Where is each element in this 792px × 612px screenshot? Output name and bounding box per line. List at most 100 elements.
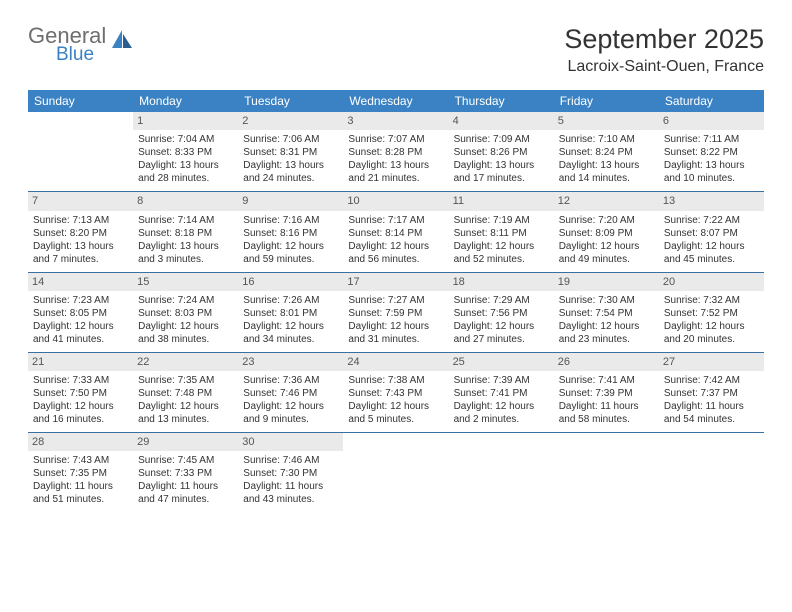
sunset-text: Sunset: 8:09 PM — [559, 227, 654, 240]
sunset-text: Sunset: 7:33 PM — [138, 467, 233, 480]
daylight-text: Daylight: 12 hours and 31 minutes. — [348, 320, 443, 346]
weekday-header: Wednesday — [343, 90, 448, 112]
sunset-text: Sunset: 7:43 PM — [348, 387, 443, 400]
day-cell: 23Sunrise: 7:36 AMSunset: 7:46 PMDayligh… — [238, 353, 343, 432]
day-number: 29 — [133, 433, 238, 451]
day-number: 26 — [554, 353, 659, 371]
day-number: 6 — [659, 112, 764, 130]
day-cell: 21Sunrise: 7:33 AMSunset: 7:50 PMDayligh… — [28, 353, 133, 432]
sunset-text: Sunset: 8:28 PM — [348, 146, 443, 159]
daylight-text: Daylight: 12 hours and 23 minutes. — [559, 320, 654, 346]
sunset-text: Sunset: 8:03 PM — [138, 307, 233, 320]
sunrise-text: Sunrise: 7:22 AM — [664, 214, 759, 227]
day-cell: 14Sunrise: 7:23 AMSunset: 8:05 PMDayligh… — [28, 273, 133, 352]
sunrise-text: Sunrise: 7:45 AM — [138, 454, 233, 467]
sunset-text: Sunset: 7:54 PM — [559, 307, 654, 320]
sunrise-text: Sunrise: 7:10 AM — [559, 133, 654, 146]
daylight-text: Daylight: 13 hours and 24 minutes. — [243, 159, 338, 185]
daylight-text: Daylight: 13 hours and 10 minutes. — [664, 159, 759, 185]
sunset-text: Sunset: 8:33 PM — [138, 146, 233, 159]
day-number: 5 — [554, 112, 659, 130]
day-number: 13 — [659, 192, 764, 210]
day-cell: 2Sunrise: 7:06 AMSunset: 8:31 PMDaylight… — [238, 112, 343, 191]
daylight-text: Daylight: 12 hours and 13 minutes. — [138, 400, 233, 426]
day-cell: 10Sunrise: 7:17 AMSunset: 8:14 PMDayligh… — [343, 192, 448, 271]
sunrise-text: Sunrise: 7:33 AM — [33, 374, 128, 387]
day-cell: 8Sunrise: 7:14 AMSunset: 8:18 PMDaylight… — [133, 192, 238, 271]
daylight-text: Daylight: 12 hours and 59 minutes. — [243, 240, 338, 266]
day-number: 24 — [343, 353, 448, 371]
day-cell: 5 Sunrise: 7:10 AMSunset: 8:24 PMDaylight… — [554, 112, 659, 191]
sunset-text: Sunset: 7:37 PM — [664, 387, 759, 400]
day-cell: 19Sunrise: 7:30 AMSunset: 7:54 PMDayligh… — [554, 273, 659, 352]
sunrise-text: Sunrise: 7:46 AM — [243, 454, 338, 467]
sunset-text: Sunset: 7:35 PM — [33, 467, 128, 480]
sunrise-text: Sunrise: 7:23 AM — [33, 294, 128, 307]
page-header: General Blue September 2025 Lacroix-Sain… — [28, 24, 764, 76]
brand-blue: Blue — [56, 45, 106, 65]
day-cell: 1Sunrise: 7:04 AMSunset: 8:33 PMDaylight… — [133, 112, 238, 191]
day-number: 12 — [554, 192, 659, 210]
sunrise-text: Sunrise: 7:24 AM — [138, 294, 233, 307]
brand-sail-icon — [110, 28, 134, 55]
day-cell — [659, 433, 764, 512]
day-cell — [554, 433, 659, 512]
day-number: 9 — [238, 192, 343, 210]
day-number: 1 — [133, 112, 238, 130]
sunset-text: Sunset: 8:11 PM — [454, 227, 549, 240]
day-number: 23 — [238, 353, 343, 371]
day-cell: 26Sunrise: 7:41 AMSunset: 7:39 PMDayligh… — [554, 353, 659, 432]
calendar-grid: Sunday Monday Tuesday Wednesday Thursday… — [28, 90, 764, 512]
sunrise-text: Sunrise: 7:26 AM — [243, 294, 338, 307]
day-number: 18 — [449, 273, 554, 291]
sunset-text: Sunset: 7:41 PM — [454, 387, 549, 400]
weekday-header: Monday — [133, 90, 238, 112]
day-cell: 3Sunrise: 7:07 AMSunset: 8:28 PMDaylight… — [343, 112, 448, 191]
sunrise-text: Sunrise: 7:42 AM — [664, 374, 759, 387]
day-cell: 18Sunrise: 7:29 AMSunset: 7:56 PMDayligh… — [449, 273, 554, 352]
sunset-text: Sunset: 7:39 PM — [559, 387, 654, 400]
day-cell: 28Sunrise: 7:43 AMSunset: 7:35 PMDayligh… — [28, 433, 133, 512]
daylight-text: Daylight: 13 hours and 14 minutes. — [559, 159, 654, 185]
sunset-text: Sunset: 8:16 PM — [243, 227, 338, 240]
day-number: 3 — [343, 112, 448, 130]
daylight-text: Daylight: 11 hours and 54 minutes. — [664, 400, 759, 426]
sunset-text: Sunset: 8:24 PM — [559, 146, 654, 159]
weekday-header: Tuesday — [238, 90, 343, 112]
month-title: September 2025 — [564, 24, 764, 55]
day-cell: 6Sunrise: 7:11 AMSunset: 8:22 PMDaylight… — [659, 112, 764, 191]
daylight-text: Daylight: 12 hours and 5 minutes. — [348, 400, 443, 426]
daylight-text: Daylight: 12 hours and 49 minutes. — [559, 240, 654, 266]
sunrise-text: Sunrise: 7:19 AM — [454, 214, 549, 227]
day-number: 30 — [238, 433, 343, 451]
daylight-text: Daylight: 12 hours and 9 minutes. — [243, 400, 338, 426]
sunset-text: Sunset: 8:18 PM — [138, 227, 233, 240]
day-cell: 22Sunrise: 7:35 AMSunset: 7:48 PMDayligh… — [133, 353, 238, 432]
day-cell: 7Sunrise: 7:13 AMSunset: 8:20 PMDaylight… — [28, 192, 133, 271]
sunrise-text: Sunrise: 7:09 AM — [454, 133, 549, 146]
sunrise-text: Sunrise: 7:20 AM — [559, 214, 654, 227]
day-number: 11 — [449, 192, 554, 210]
daylight-text: Daylight: 13 hours and 17 minutes. — [454, 159, 549, 185]
sunset-text: Sunset: 7:59 PM — [348, 307, 443, 320]
daylight-text: Daylight: 13 hours and 21 minutes. — [348, 159, 443, 185]
day-number: 8 — [133, 192, 238, 210]
daylight-text: Daylight: 11 hours and 58 minutes. — [559, 400, 654, 426]
sunset-text: Sunset: 7:52 PM — [664, 307, 759, 320]
sunrise-text: Sunrise: 7:43 AM — [33, 454, 128, 467]
brand-logo: General Blue — [28, 24, 134, 65]
daylight-text: Daylight: 12 hours and 38 minutes. — [138, 320, 233, 346]
calendar-page: General Blue September 2025 Lacroix-Sain… — [0, 0, 792, 536]
sunset-text: Sunset: 8:31 PM — [243, 146, 338, 159]
day-cell: 9Sunrise: 7:16 AMSunset: 8:16 PMDaylight… — [238, 192, 343, 271]
sunset-text: Sunset: 7:50 PM — [33, 387, 128, 400]
day-cell: 25Sunrise: 7:39 AMSunset: 7:41 PMDayligh… — [449, 353, 554, 432]
sunrise-text: Sunrise: 7:35 AM — [138, 374, 233, 387]
brand-logo-text: General Blue — [28, 24, 106, 65]
sunrise-text: Sunrise: 7:36 AM — [243, 374, 338, 387]
sunset-text: Sunset: 8:22 PM — [664, 146, 759, 159]
sunset-text: Sunset: 7:48 PM — [138, 387, 233, 400]
daylight-text: Daylight: 11 hours and 51 minutes. — [33, 480, 128, 506]
day-number: 21 — [28, 353, 133, 371]
weekday-header: Friday — [554, 90, 659, 112]
